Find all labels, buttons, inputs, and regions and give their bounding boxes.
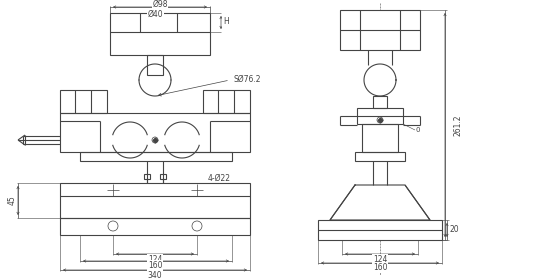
Bar	[357, 108, 403, 124]
Bar	[60, 113, 250, 152]
Bar	[60, 218, 250, 235]
Bar	[80, 152, 232, 161]
Bar	[373, 96, 387, 108]
Text: 160: 160	[373, 263, 387, 273]
Bar	[318, 220, 442, 240]
Bar	[144, 174, 150, 179]
Bar	[362, 124, 398, 152]
Bar	[147, 55, 163, 75]
Bar	[110, 13, 210, 55]
Bar	[60, 90, 107, 113]
Text: 261.2: 261.2	[454, 114, 462, 136]
Bar	[203, 90, 250, 113]
Bar	[340, 10, 420, 50]
Bar	[355, 152, 405, 161]
Bar	[160, 174, 166, 179]
Text: H: H	[223, 18, 229, 27]
Text: 124: 124	[373, 254, 387, 263]
Text: 340: 340	[147, 271, 162, 279]
Text: 4-Ø22: 4-Ø22	[208, 174, 231, 182]
Text: 45: 45	[8, 195, 16, 205]
Text: 160: 160	[148, 261, 162, 270]
Text: 0: 0	[416, 127, 421, 133]
Bar	[60, 183, 250, 218]
Text: 20: 20	[449, 225, 459, 235]
Text: Ø40: Ø40	[147, 9, 163, 18]
Text: SØ76.2: SØ76.2	[233, 74, 261, 83]
Text: Ø98: Ø98	[152, 0, 168, 8]
Text: 124: 124	[148, 254, 162, 263]
